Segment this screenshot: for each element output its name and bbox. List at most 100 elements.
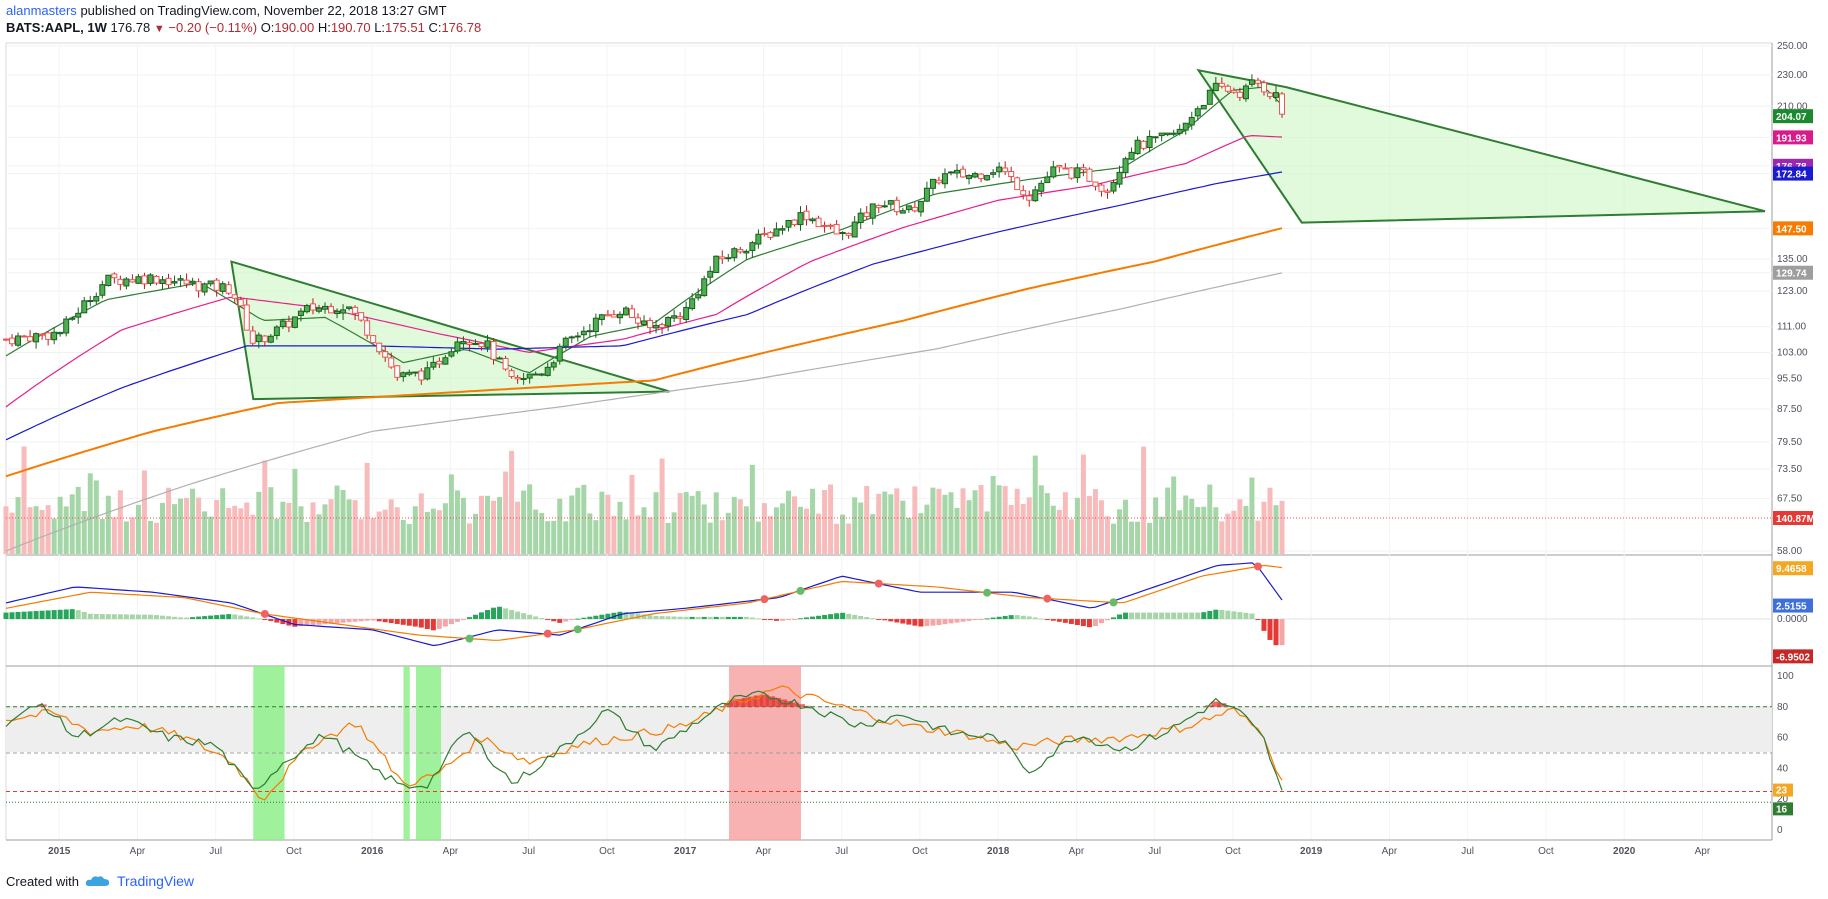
candle-body xyxy=(1266,92,1273,97)
macd-hist-bar xyxy=(785,619,791,621)
time-tick-label: Oct xyxy=(912,846,928,857)
candle-body xyxy=(1212,82,1219,92)
candle-body xyxy=(39,333,46,336)
volume-bar xyxy=(1135,521,1141,554)
macd-hist-bar xyxy=(936,619,942,626)
volume-bar xyxy=(1092,489,1098,554)
candle-body xyxy=(628,308,635,319)
last-price: 176.78 xyxy=(110,20,151,35)
macd-hist-bar xyxy=(677,616,683,620)
volume-bar xyxy=(743,506,749,554)
candle-body xyxy=(839,232,846,235)
candle-body xyxy=(984,175,991,181)
author-link[interactable]: alanmasters xyxy=(6,3,77,18)
volume-bar xyxy=(1159,516,1165,554)
candle-body xyxy=(1188,116,1195,126)
rsi-overbought-fill xyxy=(753,695,763,707)
macd-hist-bar xyxy=(430,619,436,631)
candle-body xyxy=(1158,132,1165,137)
macd-hist-bar xyxy=(1020,615,1026,620)
volume-bar xyxy=(304,521,310,554)
rsi-tick-label: 60 xyxy=(1777,733,1789,744)
volume-bar xyxy=(665,523,671,554)
macd-pane[interactable]: 0.0000 9.4658 2.5155 -6.9502 xyxy=(3,561,1814,667)
candle-body xyxy=(1273,92,1280,98)
macd-hist-bar xyxy=(274,619,280,623)
moving-averages xyxy=(5,86,1283,552)
macd-hist-bar xyxy=(238,615,244,620)
candle-body xyxy=(502,358,509,370)
candle-body xyxy=(893,199,900,213)
macd-hist-bar xyxy=(99,614,105,620)
time-tick-label: Jul xyxy=(835,846,848,857)
time-tick-label: Oct xyxy=(286,846,302,857)
volume-bar xyxy=(605,494,611,554)
volume-bar xyxy=(196,497,202,554)
candle-body xyxy=(532,373,539,376)
volume-bar xyxy=(828,484,834,554)
macd-hist-bar xyxy=(659,616,665,620)
price-badge xyxy=(1773,130,1813,145)
candle-body xyxy=(1152,136,1159,139)
candle-body xyxy=(490,340,497,360)
candle-body xyxy=(616,313,623,319)
macd-hist-bar xyxy=(406,619,412,626)
rsi-tick-label: 40 xyxy=(1777,763,1789,774)
time-tick-label: 2017 xyxy=(674,846,697,857)
candle-body xyxy=(665,317,672,327)
candle-body xyxy=(63,318,70,334)
macd-hist-bar xyxy=(1159,612,1165,620)
candle-body xyxy=(1194,108,1201,117)
candle-body xyxy=(568,336,575,339)
candle-body xyxy=(93,296,100,302)
macd-hist-bar xyxy=(846,613,852,620)
macd-hist-bar xyxy=(533,616,539,620)
low-value: 175.51 xyxy=(385,20,425,35)
price-pane[interactable]: 250.00230.00210.00191.93176.78172.84147.… xyxy=(3,41,1815,840)
candle-body xyxy=(647,319,654,329)
candle-body xyxy=(1279,93,1286,115)
macd-axis-ticks: 0.0000 xyxy=(1777,614,1808,625)
candle-body xyxy=(57,331,64,335)
rsi-pane[interactable]: 100 80 60 40 20 0 23 16 xyxy=(5,666,1794,841)
chart-canvas[interactable]: 250.00 230.00 210.00 191.93 176.78 172.84 147.… xyxy=(0,0,1828,870)
candle-body xyxy=(243,304,250,331)
tradingview-brand-link[interactable]: TradingView xyxy=(116,873,195,889)
price-tick-label: 210.00 xyxy=(1777,101,1808,112)
macd-hist-bar xyxy=(328,619,334,624)
macd-hist-bar xyxy=(9,612,15,620)
volume-bar xyxy=(117,490,123,554)
volume-bar xyxy=(1153,497,1159,554)
candle-body xyxy=(544,366,551,376)
price-badge-label: 204.07 xyxy=(1776,112,1807,123)
macd-cross-dot xyxy=(573,625,582,634)
macd-hist-bar xyxy=(298,619,304,627)
candle-body xyxy=(315,307,322,312)
wedge-pattern xyxy=(1196,68,1766,224)
volume-bar xyxy=(454,490,460,554)
rsi-line xyxy=(5,690,1283,791)
macd-hist-bar xyxy=(105,614,111,620)
volume-bar xyxy=(358,519,364,554)
volume-bar xyxy=(262,460,268,554)
macd-hist-bar xyxy=(1231,611,1237,620)
candle-body xyxy=(821,224,828,227)
close-value: 176.78 xyxy=(441,20,482,35)
candle-body xyxy=(237,299,244,307)
candle-body xyxy=(797,212,804,226)
time-tick-label: Apr xyxy=(756,846,772,857)
macd-hist-bar xyxy=(1183,612,1189,620)
candle-body xyxy=(520,377,527,381)
candle-body xyxy=(111,273,118,279)
macd-hist-bar xyxy=(545,619,551,621)
candle-body xyxy=(231,294,238,299)
macd-hist-bar xyxy=(593,615,599,620)
macd-last-badges: 9.4658 2.5155 -6.9502 xyxy=(1773,561,1813,664)
price-tick-label: 58.00 xyxy=(1777,546,1802,557)
candle-body xyxy=(1236,91,1243,98)
macd-hist-bar xyxy=(364,619,370,621)
macd-histogram xyxy=(3,606,1772,646)
candle-body xyxy=(382,351,389,358)
volume-bar xyxy=(563,521,569,554)
candle-body xyxy=(1032,189,1039,202)
